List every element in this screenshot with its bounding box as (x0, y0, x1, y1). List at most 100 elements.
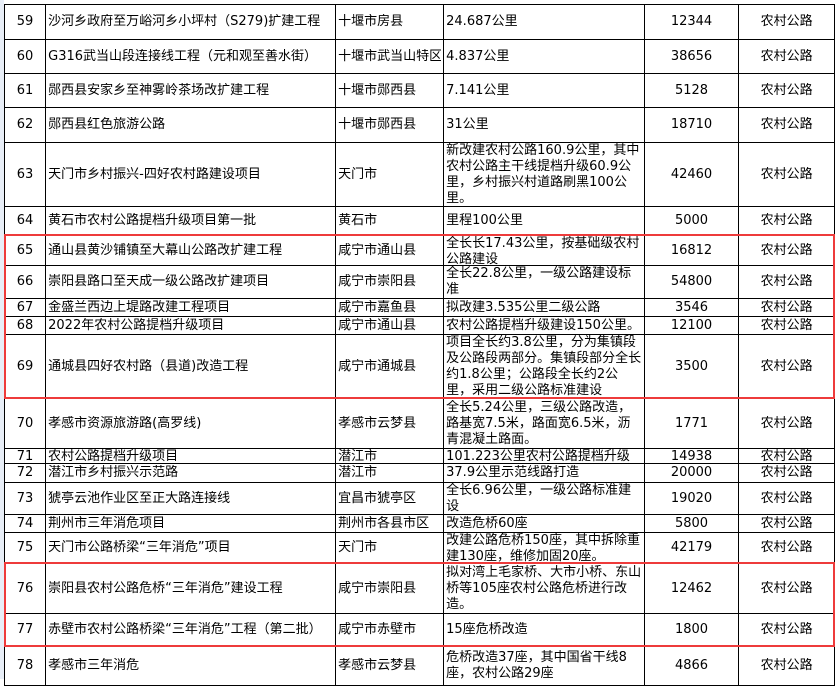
project-name-cell[interactable]: 天门市乡村振兴-四好农村路建设项目 (45, 142, 337, 207)
project-type-cell[interactable]: 农村公路 (738, 298, 835, 317)
row-number-cell[interactable]: 77 (3, 613, 47, 646)
investment-amount-cell[interactable]: 42179 (643, 532, 740, 564)
project-type-cell[interactable]: 农村公路 (738, 39, 835, 74)
location-cell[interactable]: 孝感市云梦县 (335, 398, 445, 449)
construction-scale-cell[interactable]: 37.9公里示范线路打造 (443, 463, 645, 483)
investment-amount-cell[interactable]: 5800 (643, 514, 740, 533)
project-type-cell[interactable]: 农村公路 (738, 563, 835, 614)
project-name-cell[interactable]: 2022年农村公路提档升级项目 (45, 316, 337, 335)
row-number-cell[interactable]: 66 (3, 265, 47, 299)
investment-amount-cell[interactable]: 3500 (643, 334, 740, 399)
investment-amount-cell[interactable]: 5128 (643, 73, 740, 108)
project-type-cell[interactable]: 农村公路 (738, 73, 835, 108)
row-number-cell[interactable]: 60 (3, 39, 47, 74)
project-name-cell[interactable]: 黄石市农村公路提档升级项目第一批 (45, 206, 337, 236)
project-name-cell[interactable]: 郧西县安家乡至神雾岭茶场改扩建工程 (45, 73, 337, 108)
project-name-cell[interactable]: 荆州市三年消危项目 (45, 514, 337, 533)
location-cell[interactable]: 黄石市 (335, 206, 445, 236)
investment-amount-cell[interactable]: 20000 (643, 463, 740, 483)
project-type-cell[interactable]: 农村公路 (738, 645, 835, 686)
row-number-cell[interactable]: 75 (3, 532, 47, 564)
row-number-cell[interactable]: 78 (3, 645, 47, 686)
construction-scale-cell[interactable]: 拟对湾上毛家桥、大市小桥、东山桥等105座农村公路危桥进行改造。 (443, 563, 645, 614)
project-type-cell[interactable]: 农村公路 (738, 463, 835, 483)
location-cell[interactable]: 十堰市郧西县 (335, 107, 445, 143)
row-number-cell[interactable]: 64 (3, 206, 47, 236)
construction-scale-cell[interactable]: 全长长17.43公里，按基础级农村公路建设 (443, 235, 645, 266)
project-name-cell[interactable]: 赤壁市农村公路桥梁“三年消危”工程（第二批） (45, 613, 337, 646)
project-type-cell[interactable]: 农村公路 (738, 613, 835, 646)
construction-scale-cell[interactable]: 项目全长约3.8公里，分为集镇段及公路段两部分。集镇段部分全长约1.8公里；公路… (443, 334, 645, 399)
project-name-cell[interactable]: 崇阳县路口至天成一级公路改扩建项目 (45, 265, 337, 299)
construction-scale-cell[interactable]: 危桥改造37座，其中国省干线8座，农村公路29座 (443, 645, 645, 686)
investment-amount-cell[interactable]: 42460 (643, 142, 740, 207)
location-cell[interactable]: 宜昌市猇亭区 (335, 482, 445, 515)
construction-scale-cell[interactable]: 7.141公里 (443, 73, 645, 108)
location-cell[interactable]: 咸宁市崇阳县 (335, 265, 445, 299)
project-name-cell[interactable]: 通城县四好农村路（县道)改造工程 (45, 334, 337, 399)
project-type-cell[interactable]: 农村公路 (738, 532, 835, 564)
project-type-cell[interactable]: 农村公路 (738, 448, 835, 464)
row-number-cell[interactable]: 70 (3, 398, 47, 449)
project-type-cell[interactable]: 农村公路 (738, 206, 835, 236)
investment-amount-cell[interactable]: 5000 (643, 206, 740, 236)
project-name-cell[interactable]: 天门市公路桥梁“三年消危”项目 (45, 532, 337, 564)
construction-scale-cell[interactable]: 全长6.96公里，一级公路标准建设 (443, 482, 645, 515)
construction-scale-cell[interactable]: 里程100公里 (443, 206, 645, 236)
location-cell[interactable]: 咸宁市崇阳县 (335, 563, 445, 614)
location-cell[interactable]: 潜江市 (335, 448, 445, 464)
row-number-cell[interactable]: 74 (3, 514, 47, 533)
construction-scale-cell[interactable]: 24.687公里 (443, 4, 645, 40)
project-type-cell[interactable]: 农村公路 (738, 4, 835, 40)
location-cell[interactable]: 咸宁市通城县 (335, 334, 445, 399)
location-cell[interactable]: 咸宁市嘉鱼县 (335, 298, 445, 317)
location-cell[interactable]: 十堰市郧西县 (335, 73, 445, 108)
project-name-cell[interactable]: 农村公路提档升级项目 (45, 448, 337, 464)
investment-amount-cell[interactable]: 18710 (643, 107, 740, 143)
project-name-cell[interactable]: 潜江市乡村振兴示范路 (45, 463, 337, 483)
project-type-cell[interactable]: 农村公路 (738, 265, 835, 299)
row-number-cell[interactable]: 62 (3, 107, 47, 143)
investment-amount-cell[interactable]: 38656 (643, 39, 740, 74)
project-type-cell[interactable]: 农村公路 (738, 514, 835, 533)
investment-amount-cell[interactable]: 12462 (643, 563, 740, 614)
project-name-cell[interactable]: 金盛兰西边上堤路改建工程项目 (45, 298, 337, 317)
location-cell[interactable]: 咸宁市通山县 (335, 316, 445, 335)
project-name-cell[interactable]: 猇亭云池作业区至正大路连接线 (45, 482, 337, 515)
project-name-cell[interactable]: 孝感市三年消危 (45, 645, 337, 686)
investment-amount-cell[interactable]: 1771 (643, 398, 740, 449)
investment-amount-cell[interactable]: 14938 (643, 448, 740, 464)
row-number-cell[interactable]: 69 (3, 334, 47, 399)
location-cell[interactable]: 咸宁市赤壁市 (335, 613, 445, 646)
project-name-cell[interactable]: 沙河乡政府至万峪河乡小坪村（S279)扩建工程 (45, 4, 337, 40)
project-name-cell[interactable]: G316武当山段连接线工程（元和观至善水街） (45, 39, 337, 74)
project-name-cell[interactable]: 通山县黄沙铺镇至大幕山公路改扩建工程 (45, 235, 337, 266)
project-type-cell[interactable]: 农村公路 (738, 235, 835, 266)
row-number-cell[interactable]: 63 (3, 142, 47, 207)
project-name-cell[interactable]: 郧西县红色旅游公路 (45, 107, 337, 143)
investment-amount-cell[interactable]: 1800 (643, 613, 740, 646)
construction-scale-cell[interactable]: 农村公路提档升级建设150公里。 (443, 316, 645, 335)
location-cell[interactable]: 十堰市武当山特区 (335, 39, 445, 74)
row-number-cell[interactable]: 67 (3, 298, 47, 317)
project-name-cell[interactable]: 崇阳县农村公路危桥“三年消危”建设工程 (45, 563, 337, 614)
row-number-cell[interactable]: 65 (3, 235, 47, 266)
investment-amount-cell[interactable]: 12344 (643, 4, 740, 40)
investment-amount-cell[interactable]: 4866 (643, 645, 740, 686)
location-cell[interactable]: 荆州市各县市区 (335, 514, 445, 533)
investment-amount-cell[interactable]: 19020 (643, 482, 740, 515)
construction-scale-cell[interactable]: 全长5.24公里，三级公路改造，路基宽7.5米，路面宽6.5米，沥青混凝土路面。 (443, 398, 645, 449)
row-number-cell[interactable]: 68 (3, 316, 47, 335)
row-number-cell[interactable]: 76 (3, 563, 47, 614)
investment-amount-cell[interactable]: 54800 (643, 265, 740, 299)
location-cell[interactable]: 十堰市房县 (335, 4, 445, 40)
project-name-cell[interactable]: 孝感市资源旅游路(高罗线) (45, 398, 337, 449)
project-type-cell[interactable]: 农村公路 (738, 107, 835, 143)
row-number-cell[interactable]: 61 (3, 73, 47, 108)
location-cell[interactable]: 天门市 (335, 532, 445, 564)
construction-scale-cell[interactable]: 4.837公里 (443, 39, 645, 74)
investment-amount-cell[interactable]: 12100 (643, 316, 740, 335)
location-cell[interactable]: 孝感市云梦县 (335, 645, 445, 686)
construction-scale-cell[interactable]: 改建公路危桥150座，其中拆除重建130座，维修加固20座。 (443, 532, 645, 564)
project-type-cell[interactable]: 农村公路 (738, 482, 835, 515)
